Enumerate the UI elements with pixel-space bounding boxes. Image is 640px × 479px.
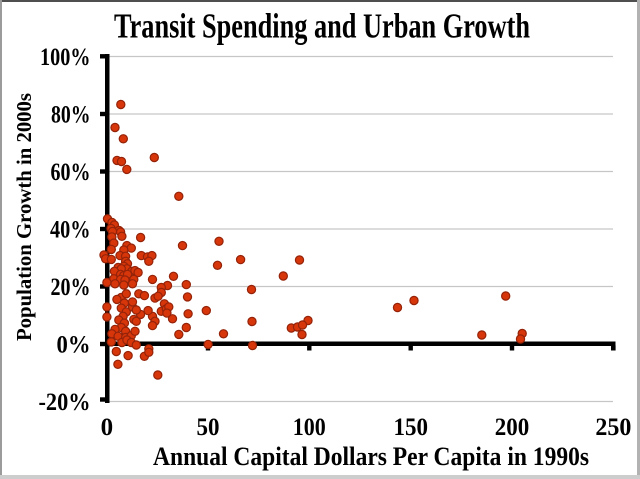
- svg-text:200: 200: [495, 414, 530, 441]
- svg-text:100%: 100%: [40, 44, 91, 71]
- svg-text:-20%: -20%: [39, 389, 91, 416]
- svg-text:Population Growth in 2000s: Population Growth in 2000s: [12, 93, 36, 341]
- svg-text:50: 50: [197, 414, 220, 441]
- svg-text:Transit Spending and Urban Gro: Transit Spending and Urban Growth: [114, 7, 530, 46]
- svg-text:60%: 60%: [51, 159, 91, 186]
- svg-text:100: 100: [293, 414, 326, 441]
- svg-text:Annual Capital Dollars Per Cap: Annual Capital Dollars Per Capita in 199…: [153, 442, 589, 471]
- svg-text:250: 250: [595, 414, 631, 441]
- svg-text:150: 150: [393, 414, 428, 441]
- svg-text:40%: 40%: [50, 217, 91, 244]
- svg-text:80%: 80%: [51, 102, 91, 129]
- svg-text:0%: 0%: [57, 332, 91, 359]
- svg-text:20%: 20%: [51, 274, 91, 301]
- svg-text:0: 0: [101, 414, 114, 441]
